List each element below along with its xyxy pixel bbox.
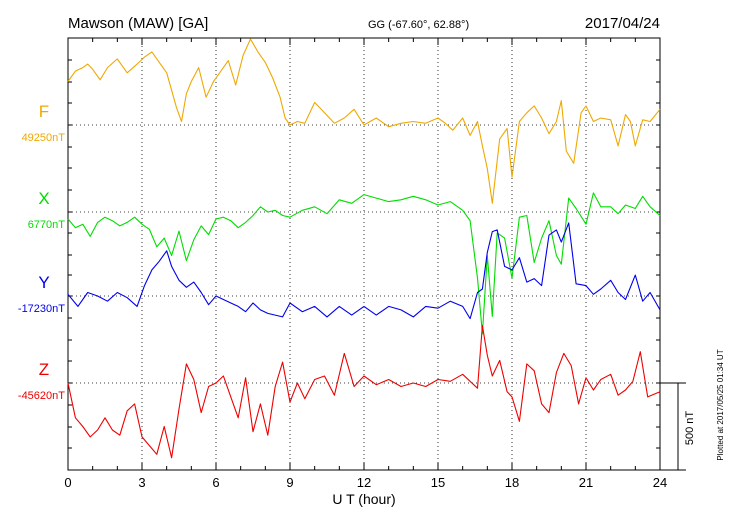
scale-bar: 500 nT	[660, 382, 696, 471]
x-tick-label: 0	[64, 475, 71, 490]
x-tick-label: 15	[431, 475, 445, 490]
x-tick-labels: 0 3 6 9 12 15 18 21 24	[64, 475, 667, 490]
baseline-label-f: 49250nT	[22, 132, 66, 144]
component-label-z: Z	[39, 360, 49, 379]
series-line-z	[67, 325, 661, 459]
baseline-label-x: 6770nT	[28, 219, 66, 231]
grid-lines	[68, 38, 660, 470]
series-traces	[67, 38, 661, 459]
series-line-x	[67, 192, 661, 335]
x-tick-label: 21	[579, 475, 593, 490]
station-title: Mawson (MAW) [GA]	[68, 15, 208, 32]
plotted-timestamp: Plotted at 2017/05/25 01:34 UT	[716, 349, 725, 460]
component-label-f: F	[39, 102, 49, 121]
component-labels: F 49250nT X 6770nT Y -17230nT Z -45620nT	[18, 102, 65, 402]
date-label: 2017/04/24	[585, 15, 660, 32]
geographic-coordinates: GG (-67.60°, 62.88°)	[368, 19, 469, 31]
x-tick-label: 18	[505, 475, 519, 490]
series-line-f	[67, 38, 661, 204]
scale-bar-label: 500 nT	[684, 411, 696, 446]
baseline-label-z: -45620nT	[18, 390, 65, 402]
component-label-y: Y	[38, 273, 49, 292]
component-label-x: X	[38, 189, 49, 208]
x-axis-label: U T (hour)	[332, 491, 395, 507]
baseline-label-y: -17230nT	[18, 303, 65, 315]
x-tick-label: 24	[653, 475, 667, 490]
x-tick-label: 3	[138, 475, 145, 490]
x-tick-label: 6	[212, 475, 219, 490]
x-tick-label: 9	[286, 475, 293, 490]
x-tick-label: 12	[357, 475, 371, 490]
series-line-y	[67, 222, 661, 320]
